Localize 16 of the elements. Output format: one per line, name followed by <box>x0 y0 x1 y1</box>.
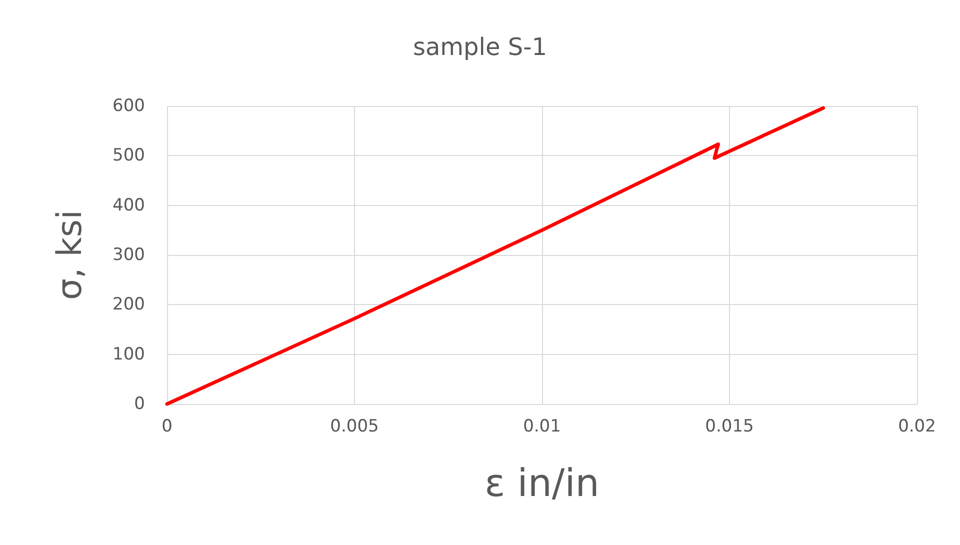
x-tick-label: 0.01 <box>523 416 561 436</box>
y-tick-label: 600 <box>112 96 145 116</box>
y-tick-label: 100 <box>112 344 145 364</box>
chart-title: sample S-1 <box>412 33 548 61</box>
line-series <box>165 106 825 406</box>
x-tick-label: 0.02 <box>898 416 936 436</box>
x-tick-label: 0 <box>162 416 172 436</box>
y-axis-title: σ, ksi <box>50 210 90 300</box>
x-tick-label: 0.015 <box>705 416 754 436</box>
x-axis-title: ε in/in <box>484 461 600 505</box>
y-tick-label: 200 <box>112 294 145 315</box>
y-tick-label: 300 <box>112 245 145 265</box>
y-tick-label: 400 <box>112 195 145 216</box>
y-tick-label: 0 <box>134 394 145 414</box>
x-tick-label: 0.005 <box>330 416 379 436</box>
y-tick-label: 500 <box>112 146 145 166</box>
